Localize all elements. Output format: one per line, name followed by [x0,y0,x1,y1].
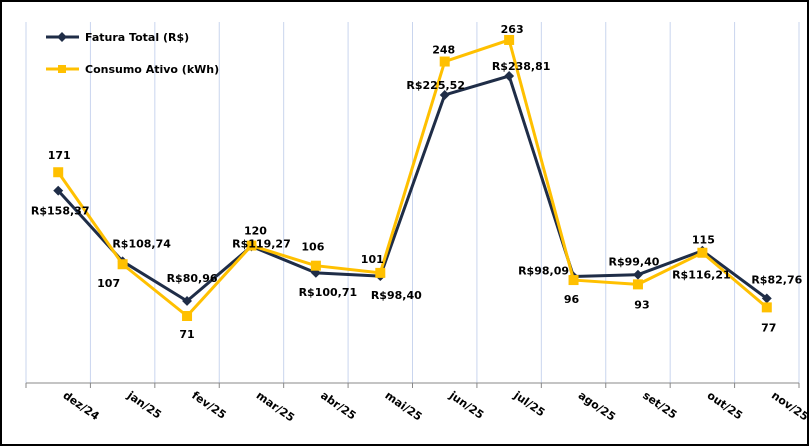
legend-square-marker-icon [58,65,66,73]
legend-diamond-marker-icon [57,32,67,42]
x-tick-label: jun/25 [446,388,486,421]
data-label-fatura: R$98,40 [371,289,422,302]
x-tick-label: set/25 [640,389,679,422]
data-point-consumo [117,259,128,270]
x-axis: dez/24 jan/25 fev/25 mar/25 abr/25 mai/25 jun/… [25,382,809,425]
data-label-consumo: 263 [501,23,524,36]
data-label-consumo: 71 [179,328,194,341]
data-point-consumo [761,302,772,313]
x-tick-label: fev/25 [189,389,228,422]
data-label-consumo: 106 [301,241,324,254]
data-label-fatura: R$98,09 [518,265,569,278]
data-point-consumo [439,56,450,67]
x-tick-label: jan/25 [124,388,164,421]
legend-label-consumo: Consumo Ativo (kWh) [85,63,219,76]
legend: Fatura Total (R$) Consumo Ativo (kWh) [46,31,219,76]
data-label-consumo: 96 [564,293,580,306]
data-point-consumo [504,34,515,45]
x-tick-label: jul/25 [511,388,548,419]
data-label-consumo: 115 [692,234,715,247]
gridlines [25,22,800,383]
data-label-consumo: 248 [432,44,455,57]
series-line-fatura [57,74,768,303]
data-point-consumo [53,167,64,178]
data-label-fatura: R$99,40 [608,256,659,269]
data-point-consumo [182,311,193,322]
x-tick-label: abr/25 [318,389,358,423]
data-point-consumo [310,260,321,271]
data-label-consumo: 120 [244,225,267,238]
data-label-fatura: R$80,96 [167,272,218,285]
data-point-fatura [761,293,772,304]
data-labels: R$158,37 R$108,74 R$80,96 R$119,27 R$100,71 R… [31,23,803,341]
data-label-fatura: R$119,27 [232,237,291,250]
data-label-fatura: R$100,71 [299,286,358,299]
data-label-consumo: 107 [97,277,120,290]
data-label-fatura: R$82,76 [751,273,802,286]
data-point-consumo [568,275,579,286]
data-label-consumo: 171 [48,149,71,162]
data-label-fatura: R$238,81 [492,60,551,73]
data-point-fatura [53,185,64,196]
data-label-consumo: 101 [361,253,384,266]
series-line-consumo [56,38,768,318]
x-tick-label: dez/24 [60,389,101,423]
data-point-fatura [633,269,643,280]
x-tick-label: mar/25 [254,389,297,425]
data-label-fatura: R$158,37 [31,205,90,218]
data-point-fatura [182,296,192,306]
data-label-fatura: R$108,74 [112,237,171,250]
x-tick-label: ago/25 [576,389,618,424]
data-label-fatura: R$225,52 [406,79,465,92]
legend-label-fatura: Fatura Total (R$) [85,31,189,44]
data-label-consumo: 93 [634,298,649,311]
data-point-consumo [697,247,708,258]
data-point-consumo [246,240,257,251]
x-tick-label: mai/25 [383,389,425,424]
x-tick-label: nov/25 [769,389,809,424]
data-label-fatura: R$116,21 [672,269,731,282]
data-label-consumo: 77 [761,321,776,334]
data-point-consumo [375,267,386,278]
data-point-consumo [632,279,643,290]
x-tick-label: out/25 [705,389,745,423]
